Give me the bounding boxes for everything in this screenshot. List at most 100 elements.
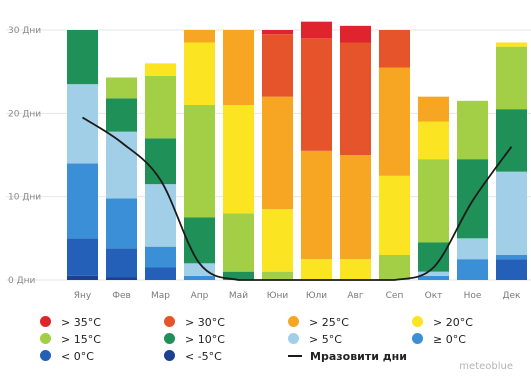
legend-item-gt5: > 5°C xyxy=(288,333,342,347)
x-tick-label: Мар xyxy=(151,291,170,301)
y-axis-labels: 0 Дни 10 Дни 20 Дни 30 Дни xyxy=(8,26,41,286)
bar-segment-gt5 xyxy=(184,263,215,276)
legend-color-dot xyxy=(288,316,299,327)
chart-bars xyxy=(67,21,527,280)
bar-segment-gt25 xyxy=(379,67,410,176)
bar-segment-gt15 xyxy=(262,271,293,280)
bar-segment-gt25 xyxy=(301,150,332,260)
legend-label: < -5°C xyxy=(185,350,222,363)
bar-segment-gt25 xyxy=(340,155,371,260)
bar-segment-gt30 xyxy=(301,38,332,151)
bar-segment-gt5 xyxy=(145,184,176,247)
bar-segment-gt15 xyxy=(418,159,449,243)
bar-segment-gt20 xyxy=(223,105,254,214)
legend-item-gt15: > 15°C xyxy=(40,333,101,347)
bar-segment-gt5 xyxy=(457,238,488,260)
legend-item-gt30: > 30°C xyxy=(164,316,225,330)
bar-segment-gt30 xyxy=(379,30,410,68)
x-tick-label: Ное xyxy=(464,291,482,301)
legend-item-lt0: < 0°C xyxy=(40,350,94,364)
bar-segment-ltm5 xyxy=(67,275,98,280)
legend-color-dot xyxy=(40,333,51,344)
bar-segment-gt5 xyxy=(418,271,449,276)
bar-segment-gt10 xyxy=(106,98,137,132)
legend-color-dot xyxy=(164,316,175,327)
legend-color-dot xyxy=(164,333,175,344)
frost-days-line xyxy=(82,116,513,281)
legend-item-ge0: ≥ 0°C xyxy=(412,333,466,347)
x-tick-label: Окт xyxy=(425,291,443,301)
bar-segment-gt15 xyxy=(145,75,176,139)
legend-item-ltm5: < -5°C xyxy=(164,350,222,364)
bar-segment-gt5 xyxy=(496,171,527,255)
x-tick-label: Авг xyxy=(347,291,363,301)
temperature-days-chart: 0 Дни 10 Дни 20 Дни 30 Дни Яну Фев Мар Апр Май Ю… xyxy=(6,21,531,301)
legend-label: > 30°C xyxy=(185,316,225,329)
bar-segment-ltm5 xyxy=(106,277,137,280)
bar-segment-gt20 xyxy=(184,42,215,105)
bar-segment-gt15 xyxy=(457,100,488,160)
bar-segment-gt20 xyxy=(418,121,449,160)
bar-segment-lt0 xyxy=(106,248,137,278)
bar-segment-ge0 xyxy=(457,259,488,280)
frost-days-line-group xyxy=(82,116,513,281)
x-tick-label: Юли xyxy=(306,291,327,301)
bar-segment-gt25 xyxy=(418,96,449,122)
x-axis-labels: Яну Фев Мар Апр Май Юни Юли Авг Сеп Окт Ное Дек xyxy=(74,291,521,301)
y-tick-label: 20 Дни xyxy=(8,109,41,119)
legend-color-dot xyxy=(412,316,423,327)
bar-segment-gt15 xyxy=(184,105,215,218)
legend-item-gt25: > 25°C xyxy=(288,316,349,330)
bar-segment-gt30 xyxy=(262,34,293,97)
x-tick-label: Яну xyxy=(74,291,92,301)
bar-segment-gt20 xyxy=(496,42,527,47)
bar-segment-gt10 xyxy=(223,271,254,280)
legend-item-frost: Мразовити дни xyxy=(288,350,407,364)
bar-segment-gt20 xyxy=(145,63,176,76)
bar-segment-gt35 xyxy=(340,25,371,43)
x-tick-label: Фев xyxy=(112,291,131,301)
legend-label: > 5°C xyxy=(309,333,342,346)
legend-label: > 10°C xyxy=(185,333,225,346)
x-tick-label: Юни xyxy=(267,291,289,301)
bar-segment-gt15 xyxy=(106,77,137,99)
legend-color-dot xyxy=(40,316,51,327)
bar-segment-ge0 xyxy=(496,255,527,260)
legend-color-dot xyxy=(164,350,175,361)
legend-item-gt20: > 20°C xyxy=(412,316,473,330)
bar-segment-gt10 xyxy=(67,30,98,85)
bar-segment-lt0 xyxy=(496,259,527,280)
bar-segment-ge0 xyxy=(145,246,176,268)
legend-label: > 35°C xyxy=(61,316,101,329)
bar-segment-lt0 xyxy=(145,267,176,280)
bar-segment-gt20 xyxy=(340,259,371,280)
y-tick-label: 30 Дни xyxy=(8,26,41,36)
x-tick-label: Дек xyxy=(502,291,521,301)
legend-label: Мразовити дни xyxy=(310,350,407,363)
bar-segment-gt10 xyxy=(184,217,215,264)
legend-item-gt35: > 35°C xyxy=(40,316,101,330)
legend-label: > 25°C xyxy=(309,316,349,329)
bar-segment-gt25 xyxy=(223,30,254,105)
bar-segment-gt15 xyxy=(496,46,527,110)
bar-segment-ge0 xyxy=(106,198,137,249)
bar-segment-gt15 xyxy=(223,213,254,272)
bar-segment-gt25 xyxy=(184,30,215,43)
y-tick-label: 10 Дни xyxy=(8,193,41,203)
legend-label: < 0°C xyxy=(61,350,94,363)
bar-segment-gt25 xyxy=(262,96,293,210)
x-tick-label: Апр xyxy=(191,291,209,301)
bar-segment-gt20 xyxy=(262,209,293,272)
legend-label: > 15°C xyxy=(61,333,101,346)
brand-watermark: meteoblue xyxy=(459,361,513,372)
legend-label: > 20°C xyxy=(433,316,473,329)
bar-segment-lt0 xyxy=(67,238,98,276)
legend-line-swatch xyxy=(288,355,302,357)
legend-item-gt10: > 10°C xyxy=(164,333,225,347)
bar-segment-gt35 xyxy=(301,21,332,39)
x-tick-label: Сеп xyxy=(386,291,404,301)
x-tick-label: Май xyxy=(229,291,248,301)
bar-segment-gt30 xyxy=(340,42,371,155)
legend-color-dot xyxy=(40,350,51,361)
legend-label: ≥ 0°C xyxy=(433,333,466,346)
